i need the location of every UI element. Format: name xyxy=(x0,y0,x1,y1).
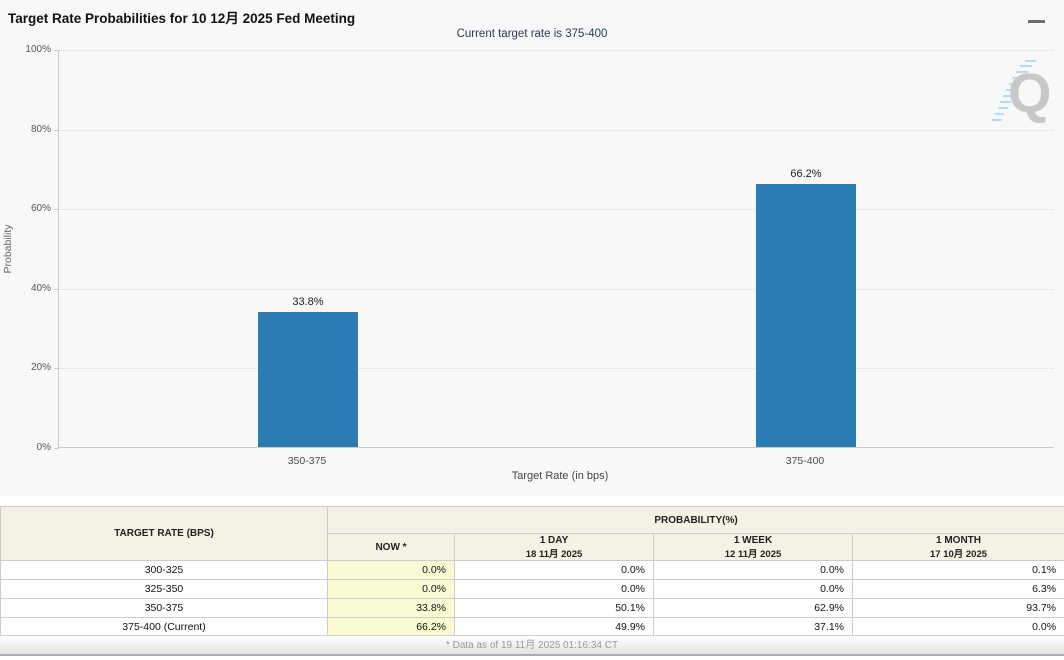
col-group-header-probability: PROBABILITY(%) xyxy=(326,506,1064,534)
data-asof-footer: * Data as of 19 11月 2025 01:16:34 CT xyxy=(0,635,1064,656)
day-probability-cell: 50.1% xyxy=(454,598,654,618)
rate-cell: 375-400 (Current) xyxy=(0,617,328,637)
y-tick-mark xyxy=(54,448,59,449)
page-title: Target Rate Probabilities for 10 12月 202… xyxy=(8,11,356,26)
bar-350-375[interactable] xyxy=(258,312,358,447)
hamburger-menu-icon[interactable] xyxy=(1028,9,1048,25)
y-axis-title: Probability xyxy=(2,224,14,274)
x-category-label: 375-400 xyxy=(785,455,825,467)
col-header-1day: 1 DAY 18 11月 2025 xyxy=(454,533,654,561)
bar-value-label: 33.8% xyxy=(292,296,324,309)
col-header-target-rate: TARGET RATE (BPS) xyxy=(0,506,328,561)
col-header-1month-label: 1 MONTH xyxy=(936,534,982,546)
gridline-60 xyxy=(59,209,1054,211)
col-header-1day-date: 18 11月 2025 xyxy=(525,548,583,560)
y-tick-mark xyxy=(54,209,59,211)
now-probability-cell: 0.0% xyxy=(327,579,455,599)
x-category-label: 350-375 xyxy=(287,455,327,467)
month-probability-cell: 0.1% xyxy=(851,560,1064,580)
month-probability-cell: 6.3% xyxy=(851,579,1064,599)
col-header-1month-date: 17 10月 2025 xyxy=(929,548,988,560)
week-probability-cell: 37.1% xyxy=(653,617,853,637)
day-probability-cell: 0.0% xyxy=(454,579,654,599)
rate-cell: 300-325 xyxy=(0,560,328,580)
bar-375-400[interactable] xyxy=(756,183,856,447)
col-header-1week-date: 12 11月 2025 xyxy=(724,548,782,560)
month-probability-cell: 93.7% xyxy=(851,598,1064,618)
y-tick-label: 100% xyxy=(25,44,51,55)
now-probability-cell: 33.8% xyxy=(327,598,455,618)
gridline-100 xyxy=(59,50,1054,51)
now-probability-cell: 0.0% xyxy=(327,560,455,580)
chart-panel: Target Rate Probabilities for 10 12月 202… xyxy=(2,9,1056,482)
y-tick-mark xyxy=(54,129,59,131)
week-probability-cell: 0.0% xyxy=(653,560,853,580)
y-tick-label: 20% xyxy=(30,362,51,374)
y-tick-mark xyxy=(54,50,59,51)
table-row-325-350: 325-350 0.0% 0.0% 0.0% 6.3% xyxy=(0,579,1064,599)
gridline-20 xyxy=(59,368,1054,370)
col-header-1week: 1 WEEK 12 11月 2025 xyxy=(653,533,853,561)
col-header-1month: 1 MONTH 17 10月 2025 xyxy=(851,533,1064,561)
gridline-40 xyxy=(59,288,1054,290)
day-probability-cell: 49.9% xyxy=(454,617,654,637)
chart-subtitle: Current target rate is 375-400 xyxy=(456,28,608,40)
table-row-300-325: 300-325 0.0% 0.0% 0.0% 0.1% xyxy=(0,560,1064,580)
week-probability-cell: 0.0% xyxy=(653,579,853,599)
bar-value-label: 66.2% xyxy=(790,167,822,180)
y-tick-label: 80% xyxy=(30,123,51,135)
y-tick-label: 40% xyxy=(30,282,51,294)
probability-table: TARGET RATE (BPS) PROBABILITY(%) NOW * 1… xyxy=(0,506,1064,637)
rate-cell: 325-350 xyxy=(0,579,328,599)
gridline-80 xyxy=(59,129,1054,131)
watermark-q-letter: Q xyxy=(1008,61,1052,124)
col-header-1week-label: 1 WEEK xyxy=(733,534,773,546)
col-header-1day-label: 1 DAY xyxy=(539,534,569,546)
day-probability-cell: 0.0% xyxy=(454,560,654,580)
week-probability-cell: 62.9% xyxy=(653,598,853,618)
y-tick-mark xyxy=(54,288,59,290)
y-tick-label: 60% xyxy=(30,203,51,215)
watermark-streak xyxy=(992,59,1036,122)
now-probability-cell: 66.2% xyxy=(327,617,455,637)
table-row-375-400 (Current): 375-400 (Current) 66.2% 49.9% 37.1% 0.0% xyxy=(0,617,1064,637)
rate-cell: 350-375 xyxy=(0,598,328,618)
col-header-now: NOW * xyxy=(327,533,455,561)
probability-table-header: TARGET RATE (BPS) PROBABILITY(%) NOW * 1… xyxy=(0,506,1064,561)
hamburger-bar xyxy=(1028,19,1045,23)
y-tick-mark xyxy=(54,368,59,370)
probability-table-body: 300-325 0.0% 0.0% 0.0% 0.1% 325-350 0.0% 0.0% 0.… xyxy=(0,560,1064,637)
month-probability-cell: 0.0% xyxy=(851,617,1064,637)
y-tick-label: 0% xyxy=(36,442,51,453)
bar-chart-plot-area: 0% 20% 40% 60% 80% 100% 33.8% 66.2% xyxy=(25,44,1054,453)
x-axis-title: Target Rate (in bps) xyxy=(511,470,609,482)
quikstrike-watermark-icon: Q xyxy=(990,58,1056,130)
table-row-350-375: 350-375 33.8% 50.1% 62.9% 93.7% xyxy=(0,598,1064,618)
